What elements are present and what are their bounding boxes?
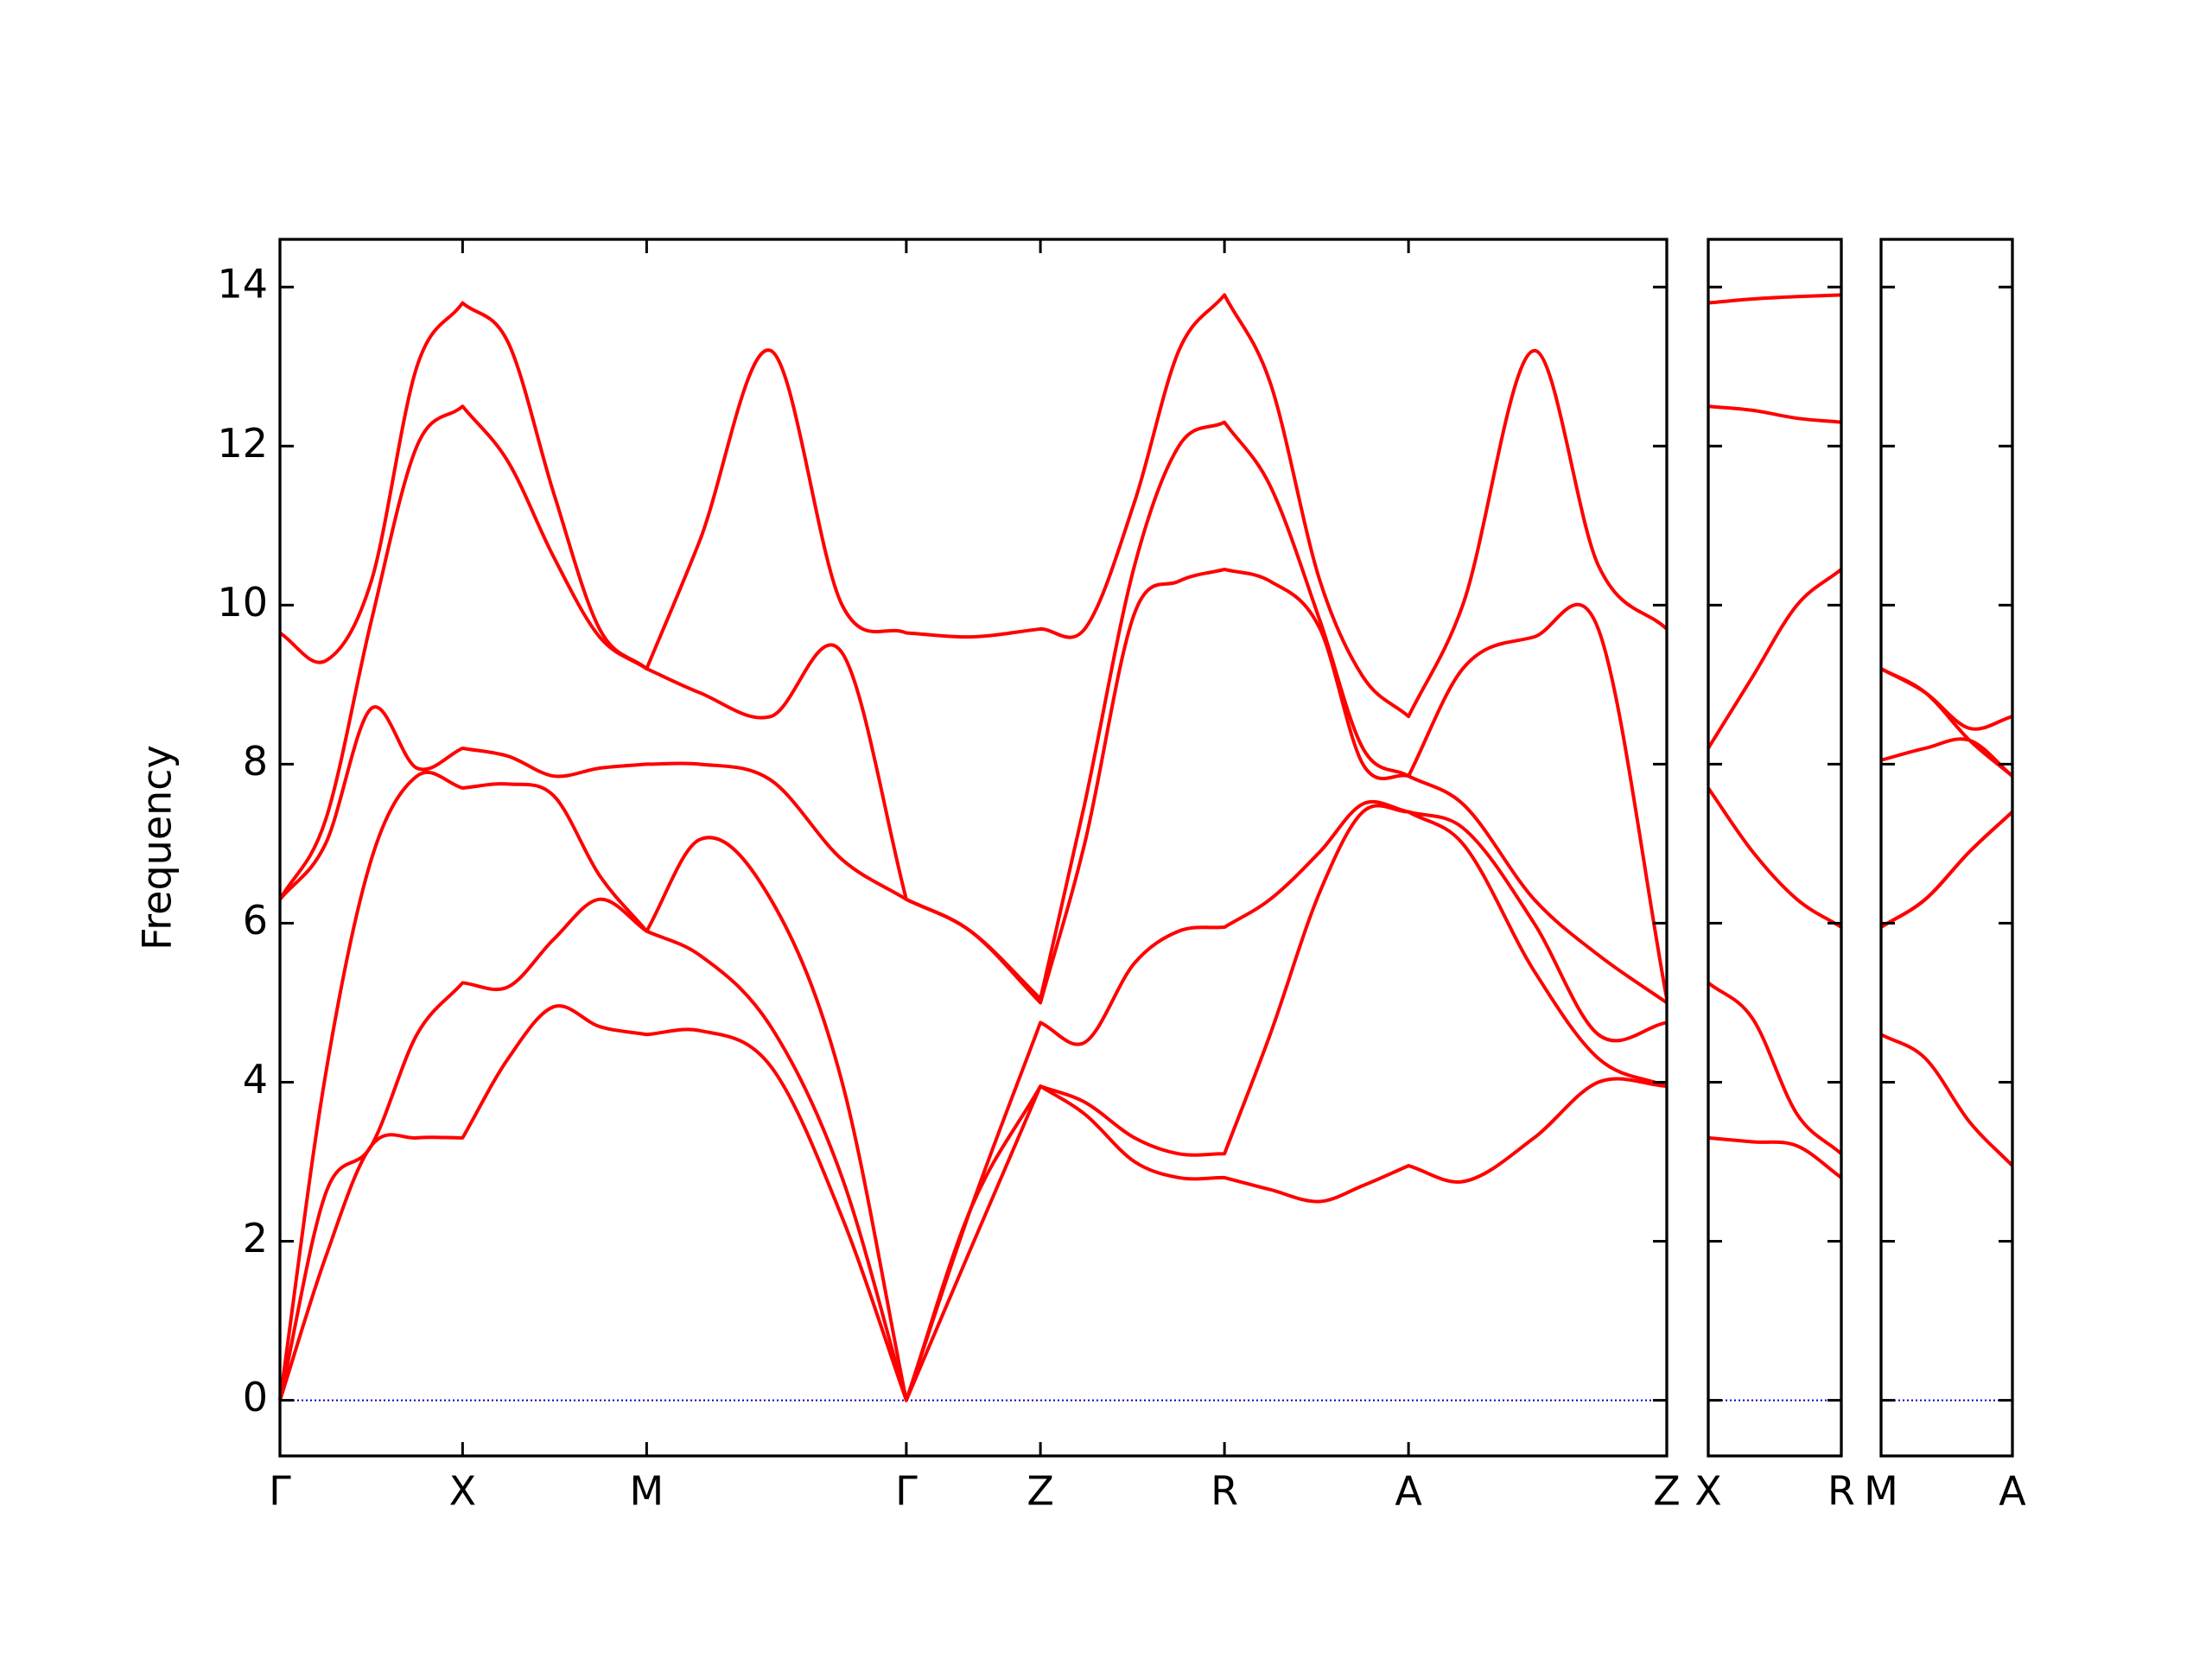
band-line — [278, 293, 1669, 719]
y-tick-label: 14 — [217, 261, 268, 308]
x-tick-label: A — [1999, 1468, 2026, 1515]
band-line — [1707, 981, 1843, 1155]
band-line — [1707, 404, 1842, 424]
band-line — [1707, 1135, 1843, 1179]
band-line — [1707, 568, 1843, 750]
plot-frame — [1707, 238, 1843, 1458]
y-tick-label: 12 — [217, 420, 268, 467]
band-line — [1707, 786, 1843, 929]
x-tick-label: M — [1864, 1468, 1898, 1515]
band-line — [278, 770, 1668, 1402]
y-tick-label: 6 — [243, 897, 268, 944]
x-tick-label: X — [449, 1468, 477, 1515]
band-line — [1880, 737, 2014, 778]
band-line — [1880, 1033, 2014, 1167]
band-line — [278, 404, 1669, 1001]
x-tick-label: M — [630, 1468, 664, 1515]
x-tick-label: X — [1694, 1468, 1722, 1515]
y-tick-label: 4 — [243, 1056, 268, 1103]
x-tick-label: A — [1395, 1468, 1422, 1515]
y-tick-label: 10 — [217, 579, 268, 626]
band-line — [1707, 293, 1842, 305]
x-tick-label: Z — [1653, 1468, 1681, 1515]
band-line — [278, 1004, 1668, 1402]
y-axis-label: Frequency — [134, 745, 181, 950]
y-tick-label: 0 — [243, 1374, 268, 1421]
y-tick-label: 2 — [243, 1215, 268, 1262]
x-tick-label: Γ — [269, 1468, 291, 1515]
x-tick-label: R — [1211, 1468, 1238, 1515]
x-tick-label: Γ — [895, 1468, 918, 1515]
x-tick-label: Z — [1027, 1468, 1054, 1515]
plot-frame — [1879, 238, 2014, 1458]
plot-frame — [278, 238, 1669, 1458]
band-line — [1880, 667, 2013, 731]
x-tick-label: R — [1827, 1468, 1855, 1515]
y-tick-label: 8 — [243, 738, 268, 785]
band-line — [1879, 810, 2014, 929]
